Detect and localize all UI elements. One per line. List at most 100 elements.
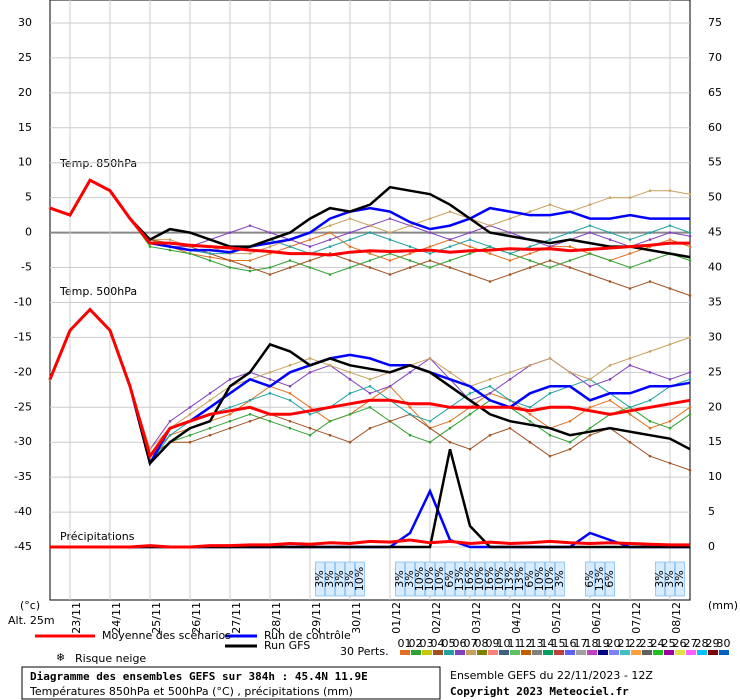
data-point bbox=[508, 398, 512, 402]
annotation: Précipitations bbox=[60, 530, 135, 543]
snow-label: 3% bbox=[313, 570, 326, 587]
pert-label: 03 bbox=[420, 637, 434, 650]
data-point bbox=[308, 238, 312, 241]
pert-swatch bbox=[532, 650, 542, 655]
data-point bbox=[268, 273, 272, 276]
data-point bbox=[348, 412, 352, 416]
data-point bbox=[368, 259, 372, 262]
snow-icon: ❄ bbox=[56, 651, 65, 664]
data-point bbox=[388, 238, 392, 241]
data-point bbox=[608, 259, 612, 262]
data-point bbox=[468, 391, 472, 395]
pert-label: 09 bbox=[486, 637, 500, 650]
y2-tick-label: 45 bbox=[708, 226, 722, 239]
data-point bbox=[628, 357, 632, 360]
data-point bbox=[688, 234, 692, 238]
data-point bbox=[668, 224, 672, 227]
snow-box bbox=[355, 561, 365, 597]
snow-box bbox=[595, 561, 605, 597]
data-point bbox=[348, 378, 352, 381]
data-point bbox=[508, 252, 512, 255]
data-point bbox=[668, 287, 672, 290]
data-point bbox=[688, 412, 692, 416]
data-point bbox=[648, 350, 652, 353]
y2-tick-label: 15 bbox=[708, 435, 722, 448]
pert-label: 23 bbox=[640, 637, 654, 650]
y-tick-label: 25 bbox=[18, 51, 32, 64]
x-tick-label: 26/11 bbox=[190, 602, 203, 634]
copyright: Copyright 2023 Meteociel.fr bbox=[450, 685, 629, 698]
y2-tick-label: 55 bbox=[708, 156, 722, 169]
y-tick-label: -25 bbox=[14, 400, 32, 413]
data-point bbox=[568, 259, 572, 262]
snow-box bbox=[535, 561, 545, 597]
data-point bbox=[548, 259, 552, 262]
data-point bbox=[228, 266, 232, 269]
snow-box bbox=[345, 561, 355, 597]
data-point bbox=[348, 440, 352, 444]
data-point bbox=[168, 419, 172, 423]
y2-tick-label: 70 bbox=[708, 51, 722, 64]
data-point bbox=[508, 217, 512, 220]
data-point bbox=[568, 245, 572, 248]
snow-box bbox=[465, 561, 475, 597]
data-point bbox=[488, 224, 492, 227]
data-point bbox=[248, 252, 252, 255]
data-point bbox=[368, 391, 372, 395]
snow-box bbox=[325, 561, 335, 597]
data-point bbox=[628, 252, 632, 255]
data-point bbox=[648, 454, 652, 458]
x-tick-label: 06/12 bbox=[590, 602, 603, 634]
data-point bbox=[548, 357, 552, 360]
data-point bbox=[228, 259, 232, 262]
snow-box bbox=[475, 561, 485, 597]
data-point bbox=[548, 433, 552, 437]
snow-label: 6% bbox=[603, 570, 616, 587]
y2-tick-label: 5 bbox=[708, 505, 715, 518]
data-point bbox=[588, 433, 592, 437]
run-info: Ensemble GEFS du 22/11/2023 - 12Z bbox=[450, 669, 653, 682]
data-point bbox=[308, 371, 312, 374]
data-point bbox=[428, 357, 432, 360]
data-point bbox=[528, 405, 532, 409]
series-line bbox=[49, 178, 691, 259]
data-point bbox=[388, 231, 392, 234]
snow-label: 3% bbox=[673, 570, 686, 587]
data-point bbox=[208, 426, 212, 430]
pert-swatch bbox=[576, 650, 586, 655]
snow-box bbox=[405, 561, 415, 597]
data-point bbox=[668, 461, 672, 465]
data-point bbox=[308, 412, 312, 416]
y2-tick-label: 65 bbox=[708, 86, 722, 99]
data-point bbox=[448, 440, 452, 444]
data-point bbox=[688, 231, 692, 234]
data-point bbox=[228, 378, 232, 381]
data-point bbox=[588, 385, 592, 388]
x-tick-label: 07/12 bbox=[630, 602, 643, 634]
data-point bbox=[328, 364, 332, 367]
snow-label: 3% bbox=[653, 570, 666, 587]
data-point bbox=[668, 419, 672, 423]
snow-box bbox=[665, 561, 675, 597]
snow-box bbox=[505, 561, 515, 597]
data-point bbox=[408, 412, 412, 416]
data-point bbox=[148, 245, 152, 248]
pert-swatch bbox=[466, 650, 476, 655]
data-point bbox=[208, 259, 212, 262]
data-point bbox=[688, 371, 692, 374]
x-tick-label: 28/11 bbox=[270, 602, 283, 634]
data-point bbox=[448, 371, 452, 374]
y2-tick-label: 10 bbox=[708, 470, 722, 483]
data-point bbox=[188, 440, 192, 444]
y-axis-label: (°c) bbox=[20, 599, 40, 612]
data-point bbox=[408, 433, 412, 437]
pert-swatch bbox=[499, 650, 509, 655]
series-line bbox=[48, 307, 691, 467]
legend-label: Run GFS bbox=[264, 639, 310, 652]
data-point bbox=[428, 252, 432, 255]
data-point bbox=[208, 252, 212, 255]
data-point bbox=[608, 280, 612, 283]
data-point bbox=[628, 287, 632, 290]
data-point bbox=[428, 245, 432, 248]
pert-swatch bbox=[719, 650, 729, 655]
